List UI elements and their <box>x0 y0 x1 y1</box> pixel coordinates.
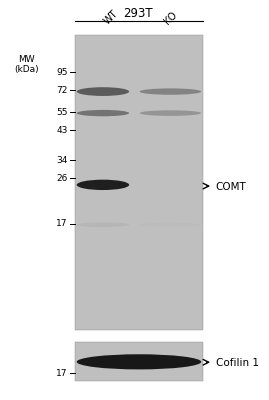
Ellipse shape <box>77 222 129 227</box>
Text: KO: KO <box>162 10 179 27</box>
Text: 17: 17 <box>56 369 68 378</box>
Ellipse shape <box>140 223 201 226</box>
Text: 26: 26 <box>56 174 68 182</box>
Text: 34: 34 <box>56 156 68 165</box>
FancyBboxPatch shape <box>75 342 203 381</box>
Text: MW
(kDa): MW (kDa) <box>15 54 39 74</box>
Text: 17: 17 <box>56 220 68 228</box>
Text: COMT: COMT <box>216 182 246 192</box>
FancyBboxPatch shape <box>75 34 203 330</box>
Ellipse shape <box>77 354 201 370</box>
Text: 95: 95 <box>56 68 68 77</box>
Text: 72: 72 <box>56 86 68 95</box>
Ellipse shape <box>140 88 201 95</box>
Ellipse shape <box>77 87 129 96</box>
Text: 55: 55 <box>56 108 68 117</box>
Ellipse shape <box>140 110 201 116</box>
Ellipse shape <box>77 180 129 190</box>
Text: Cofilin 1: Cofilin 1 <box>216 358 259 368</box>
Ellipse shape <box>77 110 129 116</box>
Text: 43: 43 <box>56 126 68 135</box>
Text: 293T: 293T <box>123 7 153 20</box>
Text: WT: WT <box>102 8 120 27</box>
